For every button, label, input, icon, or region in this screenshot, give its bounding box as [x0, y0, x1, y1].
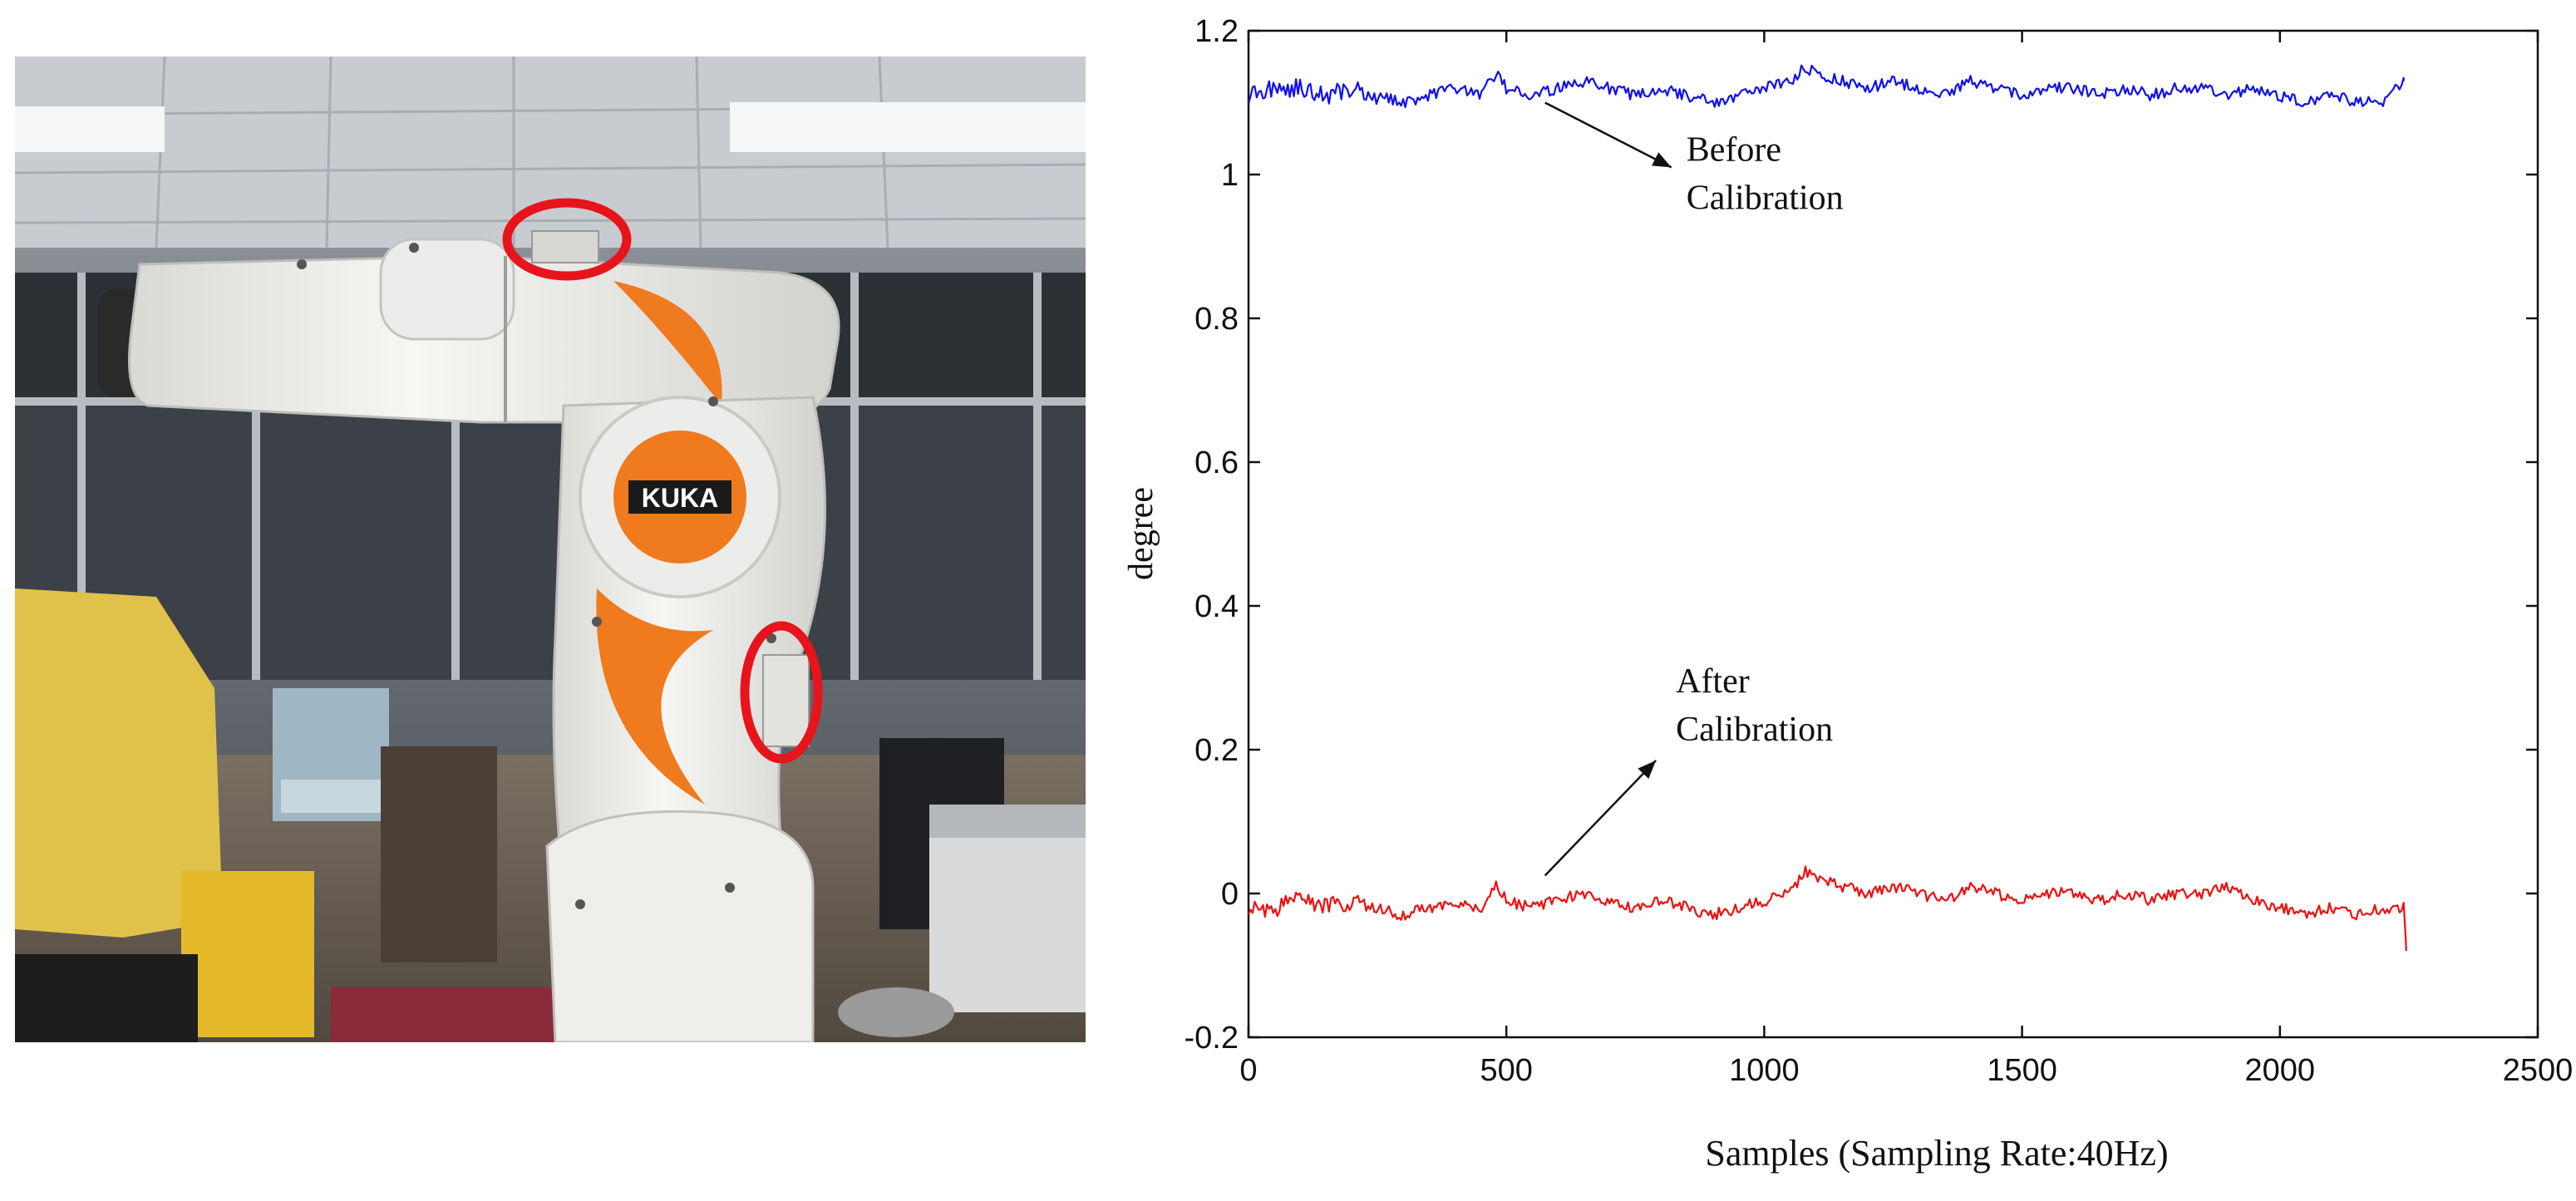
orange-swoosh-upper	[613, 281, 722, 406]
red-cloth	[331, 987, 580, 1042]
window-band-lower	[15, 406, 1086, 680]
before-calibration-arrowhead	[1652, 152, 1672, 168]
before-calibration-arrow	[1544, 101, 1672, 169]
kuka-logo: KUKA	[642, 483, 718, 513]
orange-swoosh-lower	[596, 588, 713, 805]
printer	[929, 821, 1086, 1012]
x-tick-label: 2500	[2503, 1053, 2574, 1088]
y-tick-label: 0.2	[1194, 733, 1239, 768]
yellow-robot-base	[181, 871, 314, 1037]
robot-base	[545, 810, 815, 1042]
after-calibration-label: After	[1676, 662, 1750, 701]
imu-sensor-side	[762, 654, 810, 747]
series-line-2	[1247, 865, 2407, 952]
motor-housing	[379, 238, 515, 341]
after-calibration-label: Calibration	[1676, 711, 1833, 749]
office-chair	[381, 746, 497, 962]
series-group	[1247, 64, 2407, 952]
annotations: Before Calibration After Calibration	[1544, 101, 1844, 877]
after-calibration-arrow	[1544, 760, 1657, 877]
line-chart: -0.200.20.40.60.811.2 0 500 1000 1500 2000 25…	[1122, 14, 2573, 1174]
x-axis-label: Samples (Sampling Rate:40Hz)	[1705, 1133, 2168, 1174]
robot-arm-photo: KUKA	[15, 57, 1086, 1042]
y-tick-label: 1.2	[1194, 14, 1239, 49]
kuka-logo-plate	[628, 480, 731, 514]
x-tick-label: 2000	[2245, 1053, 2316, 1088]
before-calibration-label: Calibration	[1687, 179, 1844, 217]
series-line-1	[1247, 64, 2405, 109]
chart-panel: -0.2 0 0.2 0.4 0.6 0.8 1 1.2 0 500 1000 1500 2000 25…	[1081, 0, 2576, 1197]
turntable	[838, 987, 954, 1037]
y-tick-label: 1	[1221, 158, 1239, 193]
imu-sensor-top	[531, 230, 599, 263]
bolts	[297, 243, 776, 909]
sensor-marker-top	[502, 198, 632, 281]
x-axis: 0 500 1000 1500 2000 2500	[1239, 31, 2573, 1088]
x-tick-label: 1500	[1987, 1053, 2057, 1088]
after-calibration-arrowhead	[1638, 760, 1657, 780]
y-axis: -0.2 0 0.2 0.4 0.6 0.8 1 1.2	[1185, 14, 2538, 1056]
robot-arm-photo-illustration: KUKA	[15, 57, 1086, 1042]
y-axis-label: degree	[1122, 487, 1160, 580]
sensor-marker-side	[740, 621, 823, 764]
y-tick-label: 0.8	[1194, 302, 1239, 337]
y-tick-label: 0.4	[1194, 589, 1239, 624]
ceiling-light-right	[730, 102, 1086, 152]
y-tick-label: 0.6	[1194, 445, 1239, 480]
x-tick-label: 0	[1239, 1053, 1257, 1088]
y-tick-label: -0.2	[1185, 1021, 1239, 1056]
yellow-robot-cover	[15, 588, 223, 938]
y-tick-label: 0	[1221, 877, 1239, 912]
x-tick-label: 1000	[1729, 1053, 1800, 1088]
x-tick-label: 500	[1480, 1053, 1532, 1088]
plot-area	[1247, 29, 2539, 1039]
ceiling-light-left	[15, 106, 165, 152]
before-calibration-label: Before	[1687, 130, 1781, 169]
